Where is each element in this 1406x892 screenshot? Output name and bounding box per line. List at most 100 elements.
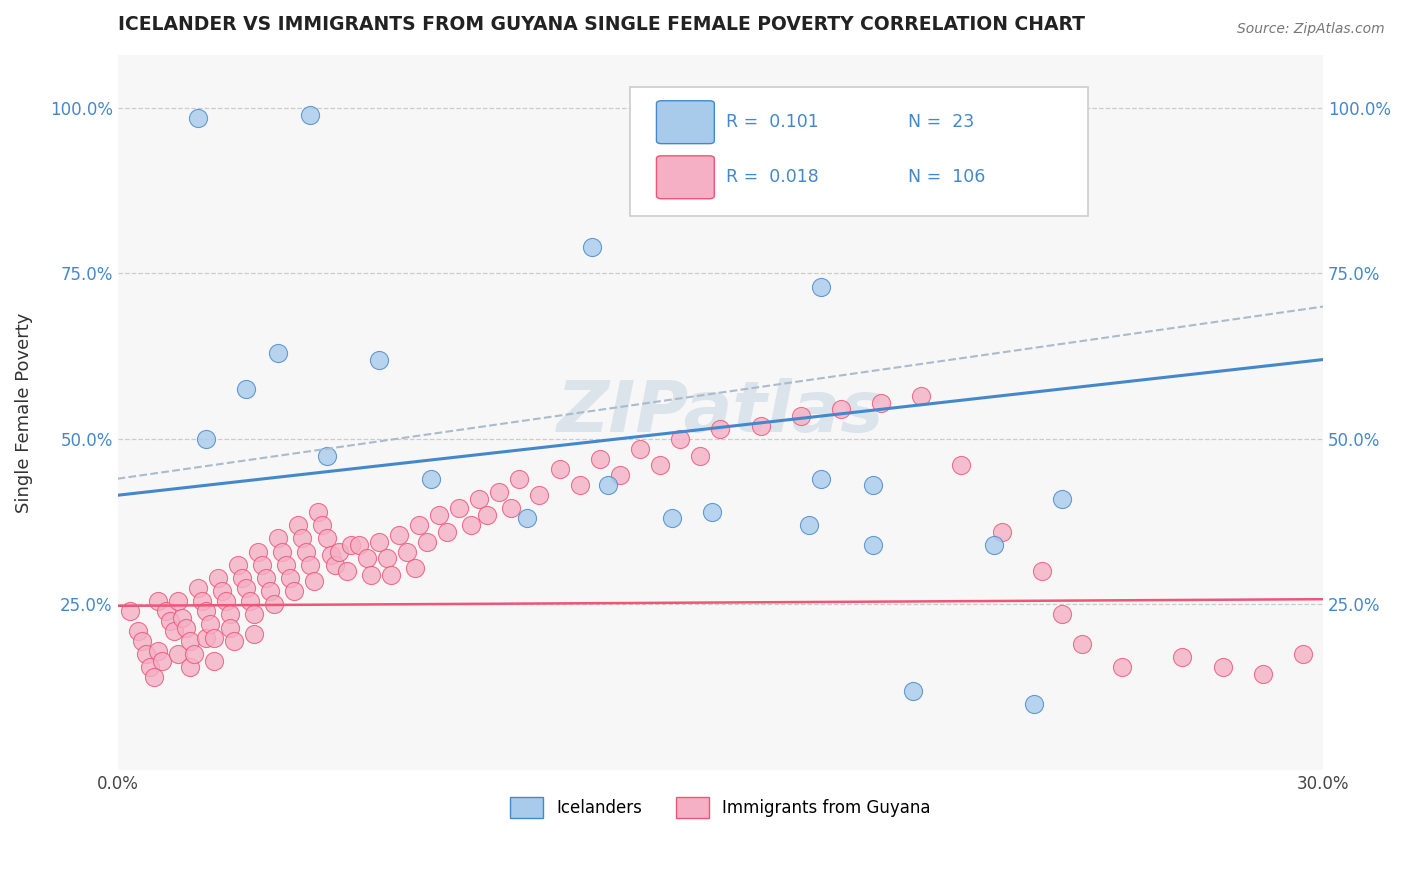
Point <box>581 240 603 254</box>
Point <box>339 538 361 552</box>
Point <box>131 633 153 648</box>
Point <box>135 647 157 661</box>
Point <box>830 402 852 417</box>
Point <box>388 528 411 542</box>
Legend: Icelanders, Immigrants from Guyana: Icelanders, Immigrants from Guyana <box>502 789 939 826</box>
Point <box>529 488 551 502</box>
Point <box>669 432 692 446</box>
Point <box>235 382 257 396</box>
Point <box>174 621 197 635</box>
Point <box>159 614 181 628</box>
Point <box>191 594 214 608</box>
Point <box>689 449 711 463</box>
Point <box>311 518 333 533</box>
Point <box>166 594 188 608</box>
Point <box>194 432 217 446</box>
Point <box>661 511 683 525</box>
Point <box>142 670 165 684</box>
Point <box>183 647 205 661</box>
Point <box>215 594 238 608</box>
Point <box>243 627 266 641</box>
Point <box>1292 647 1315 661</box>
Point <box>170 611 193 625</box>
Point <box>477 508 499 522</box>
Text: R =  0.101: R = 0.101 <box>727 113 820 131</box>
Point <box>250 558 273 572</box>
Point <box>408 518 430 533</box>
Point <box>263 598 285 612</box>
Point <box>501 501 523 516</box>
Point <box>155 604 177 618</box>
Point <box>468 491 491 506</box>
Point <box>295 544 318 558</box>
Point <box>304 574 326 589</box>
Point <box>1212 660 1234 674</box>
Point <box>231 571 253 585</box>
Point <box>235 581 257 595</box>
Point <box>291 531 314 545</box>
Point <box>990 524 1012 539</box>
Point <box>336 565 359 579</box>
Point <box>166 647 188 661</box>
Point <box>360 567 382 582</box>
Point <box>347 538 370 552</box>
Point <box>449 501 471 516</box>
Point <box>315 449 337 463</box>
Point <box>1022 697 1045 711</box>
Point <box>276 558 298 572</box>
Point <box>568 478 591 492</box>
Point <box>267 531 290 545</box>
Text: Source: ZipAtlas.com: Source: ZipAtlas.com <box>1237 22 1385 37</box>
Point <box>648 458 671 473</box>
Point <box>319 548 342 562</box>
Point <box>416 534 439 549</box>
Point <box>404 561 426 575</box>
Point <box>609 468 631 483</box>
Point <box>1353 677 1375 691</box>
Text: N =  106: N = 106 <box>908 169 986 186</box>
Y-axis label: Single Female Poverty: Single Female Poverty <box>15 312 32 513</box>
Point <box>950 458 973 473</box>
Point <box>488 485 510 500</box>
Point <box>254 571 277 585</box>
Point <box>118 604 141 618</box>
Text: ICELANDER VS IMMIGRANTS FROM GUYANA SINGLE FEMALE POVERTY CORRELATION CHART: ICELANDER VS IMMIGRANTS FROM GUYANA SING… <box>118 15 1084 34</box>
Point <box>1050 607 1073 622</box>
Point <box>267 346 290 360</box>
FancyBboxPatch shape <box>630 87 1088 216</box>
Point <box>375 551 398 566</box>
Point <box>427 508 450 522</box>
Point <box>202 654 225 668</box>
Point <box>287 518 309 533</box>
Point <box>202 631 225 645</box>
Point <box>187 111 209 125</box>
Point <box>516 511 538 525</box>
Point <box>862 538 884 552</box>
Text: N =  23: N = 23 <box>908 113 974 131</box>
Point <box>239 594 262 608</box>
Point <box>367 352 389 367</box>
Point <box>259 584 281 599</box>
Point <box>222 633 245 648</box>
Point <box>380 567 402 582</box>
Point <box>460 518 482 533</box>
Point <box>299 107 322 121</box>
Point <box>395 544 418 558</box>
Point <box>179 660 201 674</box>
Point <box>278 571 301 585</box>
Point <box>283 584 305 599</box>
Point <box>271 544 294 558</box>
Point <box>356 551 378 566</box>
Point <box>508 472 530 486</box>
Point <box>146 594 169 608</box>
Point <box>367 534 389 549</box>
Point <box>596 478 619 492</box>
Point <box>163 624 186 638</box>
Point <box>187 581 209 595</box>
Point <box>548 462 571 476</box>
Point <box>983 538 1005 552</box>
Point <box>810 279 832 293</box>
Point <box>194 604 217 618</box>
Text: R =  0.018: R = 0.018 <box>727 169 820 186</box>
Point <box>207 571 229 585</box>
